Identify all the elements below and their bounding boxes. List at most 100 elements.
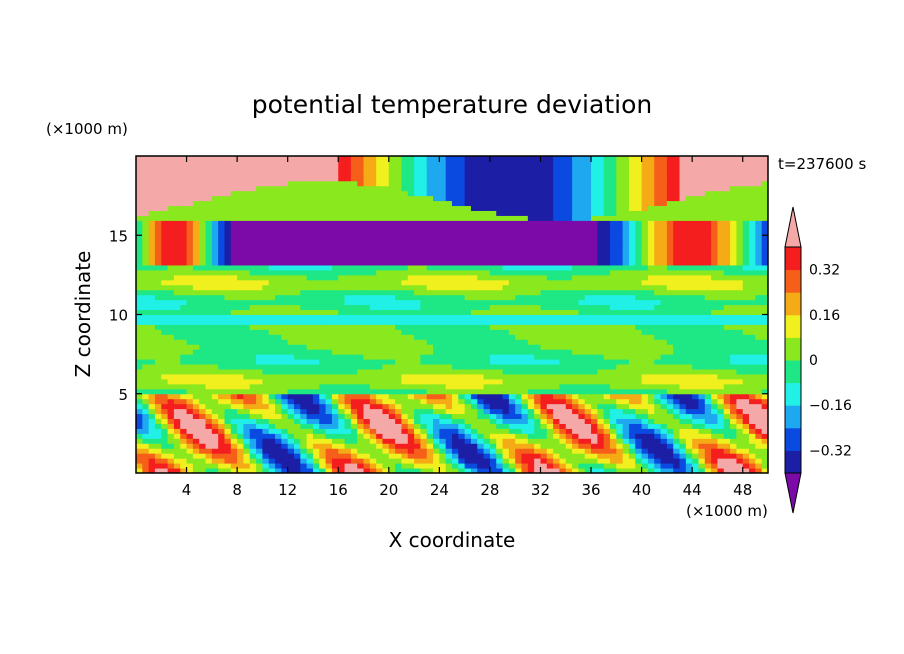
field-cell: [553, 319, 560, 325]
field-cell: [369, 378, 377, 385]
field-cell: [154, 314, 162, 320]
field-cell: [192, 319, 200, 325]
field-cell: [167, 274, 175, 281]
field-cell: [647, 235, 655, 241]
field-cell: [338, 413, 346, 420]
field-cell: [736, 240, 744, 246]
field-cell: [553, 334, 560, 340]
field-cell: [161, 408, 169, 415]
field-cell: [281, 458, 289, 464]
field-cell: [433, 349, 440, 355]
field-cell: [628, 413, 636, 420]
field-cell: [433, 463, 440, 469]
field-cell: [553, 344, 560, 350]
field-cell: [496, 294, 504, 301]
field-cell: [205, 309, 213, 315]
field-cell: [186, 304, 194, 311]
field-cell: [211, 225, 219, 231]
field-cell: [154, 264, 162, 271]
field-cell: [464, 438, 472, 444]
field-cell: [685, 349, 693, 355]
field-cell: [224, 309, 232, 315]
field-cell: [660, 443, 668, 449]
field-cell: [300, 230, 308, 236]
field-cell: [584, 314, 592, 320]
field-cell: [515, 403, 523, 410]
field-cell: [167, 284, 175, 291]
field-cell: [508, 260, 516, 266]
field-cell: [148, 408, 156, 415]
field-cell: [243, 279, 251, 286]
field-cell: [666, 269, 674, 276]
field-cell: [256, 388, 263, 395]
field-cell: [161, 448, 169, 454]
field-cell: [287, 309, 295, 315]
field-cell: [142, 428, 150, 434]
field-cell: [237, 240, 244, 246]
field-cell: [610, 304, 617, 311]
field-cell: [464, 319, 472, 325]
field-cell: [192, 329, 200, 335]
field-cell: [218, 250, 225, 256]
field-cell: [319, 373, 327, 380]
field-cell: [275, 398, 282, 405]
field-cell: [458, 354, 466, 360]
field-cell: [489, 279, 497, 286]
field-cell: [376, 443, 383, 449]
field-cell: [723, 359, 731, 365]
field-cell: [717, 383, 725, 390]
field-cell: [199, 324, 207, 330]
field-cell: [660, 433, 668, 439]
field-cell: [325, 393, 333, 400]
field-cell: [243, 378, 251, 385]
field-cell: [382, 304, 390, 311]
field-cell: [679, 289, 687, 296]
field-cell: [243, 453, 251, 459]
field-cell: [357, 448, 365, 454]
field-cell: [142, 393, 150, 400]
field-cell: [312, 403, 320, 410]
field-cell: [521, 264, 529, 271]
field-cell: [515, 334, 523, 340]
field-cell: [553, 378, 560, 385]
field-cell: [369, 423, 377, 429]
field-cell: [136, 388, 143, 395]
field-cell: [736, 463, 744, 469]
field-cell: [572, 279, 579, 286]
field-cell: [199, 264, 207, 271]
field-cell: [749, 443, 756, 449]
field-cell: [742, 354, 750, 360]
field-cell: [755, 443, 763, 449]
field-cell: [161, 368, 169, 375]
field-cell: [173, 448, 181, 454]
field-cell: [578, 383, 586, 390]
field-cell: [641, 329, 649, 335]
field-cell: [489, 245, 497, 251]
field-cell: [294, 260, 301, 266]
field-cell: [458, 284, 466, 291]
field-cell: [742, 299, 750, 306]
field-cell: [426, 299, 434, 306]
field-cell: [597, 448, 605, 454]
field-cell: [616, 383, 624, 390]
field-cell: [553, 364, 560, 370]
field-cell: [502, 329, 510, 335]
field-cell: [439, 458, 447, 464]
field-cell: [382, 433, 390, 439]
field-cell: [641, 378, 649, 385]
field-cell: [673, 408, 681, 415]
field-cell: [420, 339, 428, 345]
field-cell: [698, 240, 706, 246]
field-cell: [350, 269, 358, 276]
field-cell: [439, 443, 447, 449]
field-cell: [414, 264, 421, 271]
field-cell: [331, 463, 339, 469]
field-cell: [224, 279, 232, 286]
field-cell: [647, 324, 655, 330]
field-cell: [755, 438, 763, 444]
field-cell: [357, 240, 365, 246]
field-cell: [136, 458, 143, 464]
field-cell: [565, 225, 573, 231]
field-cell: [388, 453, 396, 459]
field-cell: [742, 373, 750, 380]
